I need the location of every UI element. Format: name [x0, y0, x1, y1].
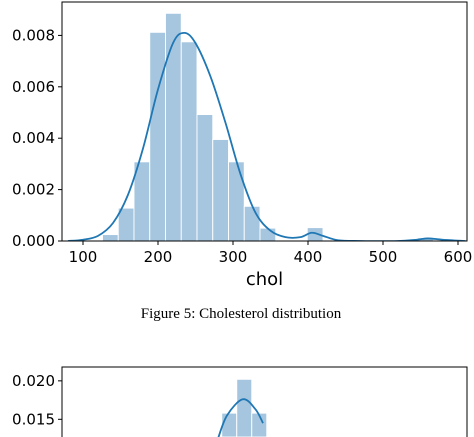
y-tick-label: 0.015: [12, 410, 55, 428]
plot-frame: [61, 1, 468, 242]
x-tick-label: 100: [69, 248, 98, 266]
histogram-bar: [196, 114, 214, 242]
y-tick-label: 0.000: [12, 232, 55, 250]
histogram-bar: [149, 31, 166, 242]
histogram-bar: [180, 41, 198, 242]
x-tick-label: 500: [369, 248, 398, 266]
histogram-bar: [259, 227, 277, 242]
histogram-bar: [212, 139, 229, 242]
x-tick-label: 200: [144, 248, 173, 266]
plot-frame: [61, 366, 468, 437]
histogram-bar: [243, 205, 261, 242]
histogram-bar: [102, 234, 119, 242]
x-tick-label: 400: [294, 248, 323, 266]
x-tick-label: 300: [219, 248, 248, 266]
second-histogram-chart: 0.020 0.015: [12, 366, 468, 437]
y-tick-label: 0.004: [12, 129, 55, 147]
x-tick-label: 600: [444, 248, 473, 266]
histogram-bar: [165, 12, 182, 242]
cholesterol-histogram-chart: 0.000 0.002 0.004 0.006 0.008 100 200 300 400 500…: [12, 1, 473, 290]
histogram-bar: [117, 207, 135, 242]
figure-caption: Figure 5: Cholesterol distribution: [141, 306, 342, 322]
y-tick-label: 0.008: [12, 26, 55, 44]
x-axis-label: chol: [246, 269, 283, 290]
kde-density-line: [217, 398, 264, 437]
histogram-bar: [221, 412, 238, 437]
y-tick-label: 0.006: [12, 78, 55, 96]
y-tick-label: 0.002: [12, 181, 55, 199]
y-tick-label: 0.020: [12, 372, 55, 390]
histogram-bar: [228, 161, 245, 242]
histogram-bar: [236, 378, 253, 437]
kde-density-line: [67, 31, 466, 241]
